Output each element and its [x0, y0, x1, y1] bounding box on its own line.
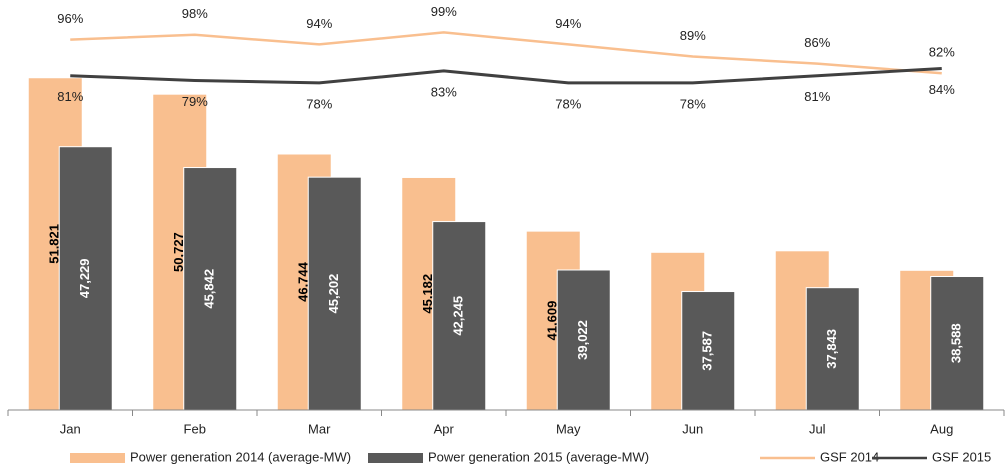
data-label: 41,609	[545, 301, 560, 341]
data-label: 99%	[431, 4, 457, 19]
data-label: 83%	[431, 84, 457, 99]
data-label: 45,202	[326, 274, 341, 314]
bar	[681, 291, 736, 411]
bar	[556, 269, 611, 411]
data-label: 94%	[555, 16, 581, 31]
data-label: 39,022	[575, 320, 590, 360]
data-label: 78%	[680, 96, 706, 111]
data-label: 86%	[804, 35, 830, 50]
x-tick-label: Jan	[60, 421, 81, 436]
x-tick-label: Mar	[308, 421, 331, 436]
line	[70, 66, 942, 85]
data-label: 45,182	[420, 274, 435, 314]
x-tick-label: May	[556, 421, 581, 436]
x-tick-label: Jul	[809, 421, 826, 436]
bar	[183, 167, 238, 411]
data-label: 94%	[306, 16, 332, 31]
legend-label: GSF 2014	[820, 449, 879, 464]
data-label: 37,843	[824, 329, 839, 369]
data-label: 51,821	[47, 224, 62, 264]
legend-label: Power generation 2015 (average-MW)	[428, 449, 649, 464]
data-label: 78%	[306, 96, 332, 111]
legend-swatch	[70, 453, 125, 463]
data-label: 46,744	[296, 261, 311, 302]
data-label: 89%	[680, 28, 706, 43]
data-label: 96%	[57, 11, 83, 26]
bar	[805, 287, 860, 411]
bar	[930, 276, 985, 411]
x-tick-label: Jun	[682, 421, 703, 436]
data-label: 38,588	[949, 323, 964, 363]
data-label: 82%	[929, 45, 955, 60]
data-label: 98%	[182, 6, 208, 21]
data-label: 79%	[182, 94, 208, 109]
line	[70, 31, 942, 75]
legend-label: Power generation 2014 (average-MW)	[130, 449, 351, 464]
x-tick-label: Apr	[434, 421, 455, 436]
data-label: 42,245	[451, 296, 466, 336]
x-tick-label: Feb	[184, 421, 206, 436]
legend-label: GSF 2015	[932, 449, 991, 464]
x-tick-label: Aug	[930, 421, 953, 436]
data-label: 37,587	[700, 331, 715, 371]
data-label: 84%	[929, 82, 955, 97]
legend-swatch	[368, 453, 423, 463]
bar	[58, 146, 113, 411]
data-label: 47,229	[77, 258, 92, 298]
data-label: 81%	[804, 89, 830, 104]
data-label: 45,842	[202, 269, 217, 309]
data-label: 78%	[555, 96, 581, 111]
data-label: 50,727	[171, 232, 186, 272]
bar	[307, 176, 362, 411]
data-label: 81%	[57, 89, 83, 104]
